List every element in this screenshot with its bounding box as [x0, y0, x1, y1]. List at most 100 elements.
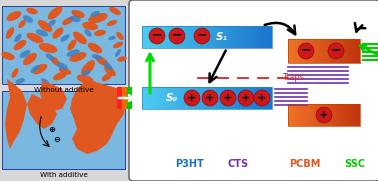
Bar: [308, 39, 309, 63]
Bar: [297, 104, 298, 126]
Polygon shape: [27, 94, 57, 129]
Polygon shape: [5, 79, 27, 149]
Bar: [302, 104, 303, 126]
Ellipse shape: [68, 39, 76, 51]
Bar: [153, 87, 154, 109]
Bar: [194, 87, 195, 109]
Bar: [206, 87, 207, 109]
Ellipse shape: [73, 32, 87, 44]
Bar: [335, 39, 336, 63]
Bar: [182, 26, 183, 48]
Bar: [320, 104, 321, 126]
Ellipse shape: [56, 62, 68, 70]
Ellipse shape: [18, 20, 26, 28]
Bar: [219, 26, 220, 48]
Bar: [221, 26, 222, 48]
Bar: [180, 26, 181, 48]
Bar: [229, 87, 230, 109]
Ellipse shape: [33, 64, 47, 74]
Bar: [346, 104, 347, 126]
Bar: [143, 26, 144, 48]
Polygon shape: [90, 114, 114, 144]
Bar: [326, 104, 327, 126]
Bar: [305, 104, 306, 126]
Bar: [296, 39, 297, 63]
Bar: [204, 26, 205, 48]
Bar: [146, 26, 147, 48]
Bar: [293, 39, 294, 63]
Bar: [310, 104, 311, 126]
Bar: [146, 87, 147, 109]
Bar: [267, 87, 268, 109]
Bar: [354, 104, 355, 126]
Bar: [200, 87, 201, 109]
Ellipse shape: [41, 78, 49, 84]
Text: −: −: [172, 28, 182, 41]
Bar: [183, 26, 184, 48]
Bar: [218, 87, 219, 109]
Ellipse shape: [82, 22, 98, 30]
Bar: [243, 87, 244, 109]
Ellipse shape: [102, 73, 112, 81]
Text: +: +: [242, 93, 251, 103]
Bar: [249, 26, 250, 48]
Bar: [298, 39, 299, 63]
Bar: [344, 104, 345, 126]
Bar: [233, 87, 234, 109]
Ellipse shape: [69, 16, 81, 22]
Bar: [258, 26, 259, 48]
Bar: [345, 39, 346, 63]
Bar: [291, 39, 292, 63]
Circle shape: [328, 43, 344, 59]
Bar: [147, 26, 148, 48]
Ellipse shape: [88, 13, 108, 23]
Bar: [334, 104, 335, 126]
Bar: [318, 39, 319, 63]
Bar: [187, 26, 188, 48]
Text: −: −: [197, 28, 207, 41]
Bar: [324, 39, 325, 63]
Bar: [326, 39, 327, 63]
Bar: [212, 87, 213, 109]
Bar: [263, 87, 264, 109]
Ellipse shape: [113, 42, 123, 48]
Bar: [323, 104, 324, 126]
Ellipse shape: [15, 78, 25, 84]
Ellipse shape: [53, 28, 64, 39]
Bar: [189, 87, 190, 109]
Bar: [156, 87, 157, 109]
Bar: [217, 26, 218, 48]
Bar: [339, 104, 340, 126]
Bar: [235, 26, 236, 48]
Ellipse shape: [60, 34, 70, 42]
Bar: [240, 87, 241, 109]
Ellipse shape: [70, 52, 87, 62]
Bar: [230, 87, 231, 109]
Bar: [218, 26, 219, 48]
Bar: [315, 39, 316, 63]
Bar: [266, 87, 267, 109]
Bar: [261, 87, 262, 109]
Bar: [289, 104, 290, 126]
Bar: [172, 26, 173, 48]
Bar: [356, 104, 357, 126]
Bar: [288, 104, 360, 126]
Bar: [220, 87, 221, 109]
Bar: [321, 104, 322, 126]
Bar: [147, 87, 148, 109]
Bar: [239, 26, 240, 48]
Bar: [251, 87, 252, 109]
Ellipse shape: [84, 29, 91, 37]
Bar: [155, 87, 156, 109]
Bar: [237, 87, 238, 109]
Bar: [294, 39, 295, 63]
Text: +: +: [257, 93, 266, 103]
Bar: [165, 87, 166, 109]
Bar: [237, 26, 238, 48]
Bar: [242, 26, 243, 48]
Bar: [309, 39, 310, 63]
Bar: [211, 26, 212, 48]
Circle shape: [238, 90, 254, 106]
Bar: [202, 87, 203, 109]
Bar: [355, 104, 356, 126]
